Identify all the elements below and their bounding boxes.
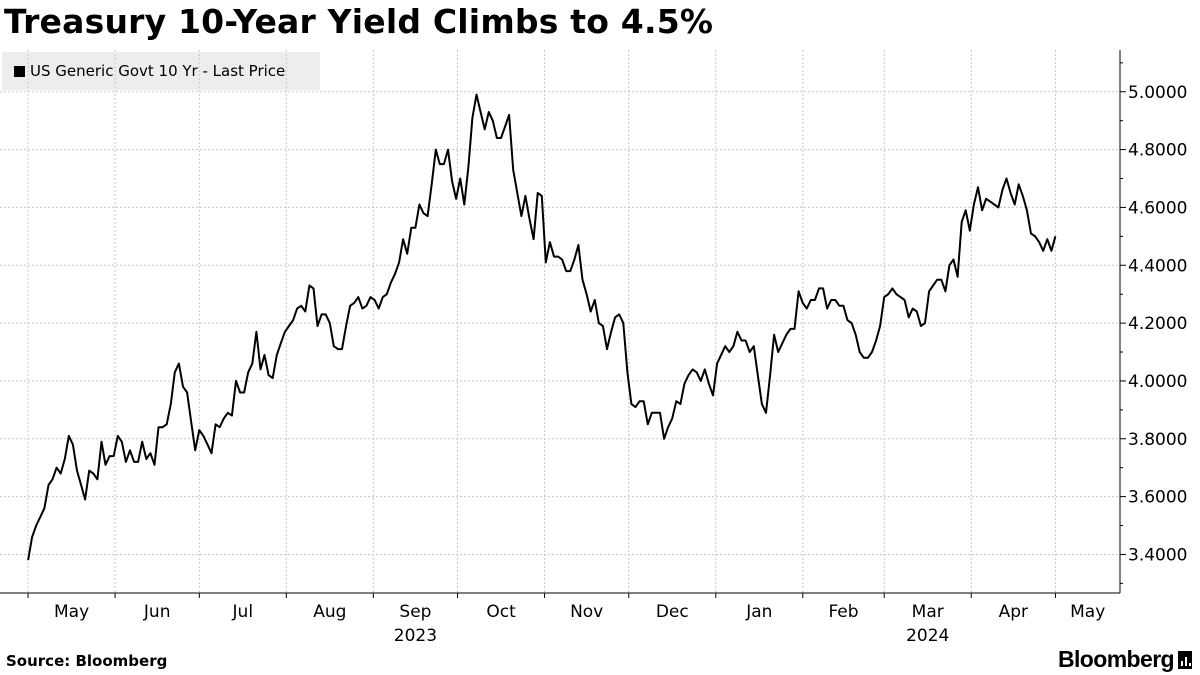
y-tick-label: 4.0000 [1128, 372, 1187, 392]
x-tick-label: Feb [828, 602, 858, 622]
y-tick-label: 3.6000 [1128, 488, 1187, 508]
legend: US Generic Govt 10 Yr - Last Price [2, 52, 320, 90]
x-tick-label: Jan [745, 602, 772, 622]
x-tick-label: Jul [232, 602, 254, 622]
brand-wordmark: Bloomberg [1058, 646, 1175, 672]
y-tick-label: 4.8000 [1128, 141, 1187, 161]
x-tick-label: May [1070, 602, 1105, 622]
x-year-label: 2024 [906, 626, 949, 646]
y-tick-label: 5.0000 [1128, 83, 1187, 103]
x-tick-label: Aug [313, 602, 346, 622]
source-note: Source: Bloomberg [6, 652, 168, 670]
brand-logo: Bloomberg [1058, 646, 1192, 673]
x-tick-label: Nov [570, 602, 603, 622]
y-tick-label: 4.2000 [1128, 314, 1187, 334]
x-tick-label: Dec [656, 602, 689, 622]
y-tick-label: 4.6000 [1128, 198, 1187, 218]
y-tick-label: 4.4000 [1128, 256, 1187, 276]
legend-swatch [14, 65, 25, 77]
x-tick-label: Mar [912, 602, 944, 622]
x-tick-label: Jun [143, 602, 171, 622]
x-tick-label: Sep [399, 602, 431, 622]
bar-chart-icon [1178, 650, 1192, 669]
x-tick-label: Oct [486, 602, 516, 622]
legend-label: US Generic Govt 10 Yr - Last Price [30, 62, 286, 80]
chart-title: Treasury 10-Year Yield Climbs to 4.5% [4, 2, 714, 41]
y-tick-label: 3.4000 [1128, 545, 1187, 565]
series-line [27, 93, 1057, 561]
x-year-label: 2023 [394, 626, 437, 646]
y-tick-label: 3.8000 [1128, 430, 1187, 450]
x-tick-label: Apr [999, 602, 1028, 622]
x-tick-label: May [54, 602, 89, 622]
